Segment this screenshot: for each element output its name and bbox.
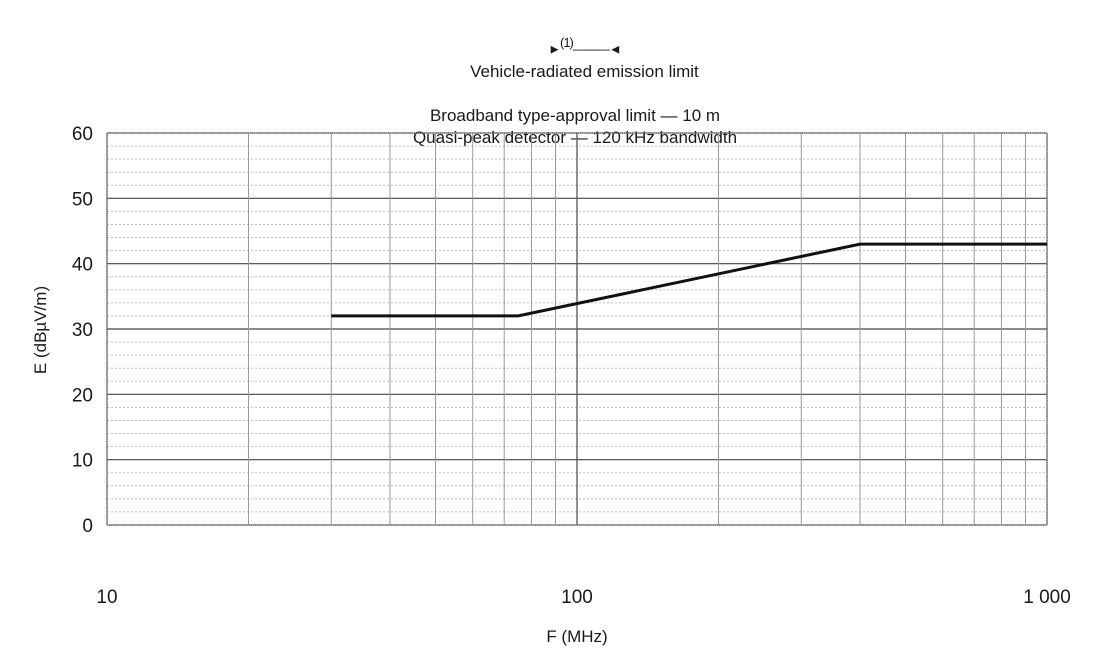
plot-frame [106, 132, 1048, 526]
x-tick-label: 100 [561, 587, 593, 608]
y-tick-label: 0 [82, 516, 93, 537]
series-group [331, 242, 1047, 318]
x-tick-label: 1 000 [1023, 587, 1071, 608]
chart-subtitle-1: Broadband type-approval limit — 10 m [429, 105, 721, 125]
x-tick-label: 10 [96, 587, 117, 608]
legend-marker-right: ———◄ [572, 41, 622, 57]
chart-grid [106, 132, 1048, 526]
y-tick-label: 10 [72, 451, 93, 472]
limit-line-series [331, 242, 1047, 318]
y-tick-label: 50 [72, 189, 93, 210]
y-tick-label: 40 [72, 255, 93, 276]
legend-label: Vehicle-radiated emission limit [470, 61, 699, 81]
y-tick-label: 60 [72, 124, 93, 145]
legend-entry: ►(1)———◄ Vehicle-radiated emission limit [0, 10, 1098, 105]
y-tick-label: 30 [72, 320, 93, 341]
x-axis-label: F (MHz) [546, 627, 607, 646]
y-axis-ticks: 0 10 20 30 40 50 60 [72, 124, 93, 537]
legend-footnote-marker: (1) [560, 35, 574, 50]
y-axis-label: E (dBµV/m) [31, 286, 50, 374]
x-axis-ticks: 10 100 1 000 [96, 587, 1070, 608]
y-tick-label: 20 [72, 385, 93, 406]
legend-marker-left: ► [548, 41, 561, 57]
